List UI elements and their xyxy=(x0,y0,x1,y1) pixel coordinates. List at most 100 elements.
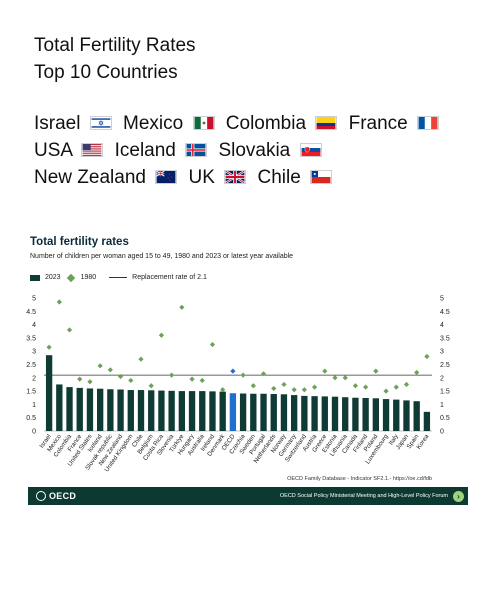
chart-legend: 2023 1980 Replacement rate of 2.1 xyxy=(30,273,207,282)
bar-2023 xyxy=(76,387,83,431)
marker-1980 xyxy=(209,341,216,348)
bar-2023 xyxy=(372,398,380,431)
marker-1980 xyxy=(322,368,328,374)
country-item: Colombia xyxy=(226,113,338,134)
y-tick-label-right: 3.5 xyxy=(440,335,450,342)
y-tick-label-left: 0 xyxy=(32,429,36,436)
marker-1980 xyxy=(352,383,359,389)
y-tick-label-left: 1.5 xyxy=(26,389,36,396)
country-name: USA xyxy=(34,140,73,161)
bar-2023 xyxy=(168,390,175,431)
marker-1980 xyxy=(189,376,195,382)
marker-1980 xyxy=(393,384,399,390)
marker-1980 xyxy=(128,377,134,384)
y-tick-label-left: 0.5 xyxy=(26,415,36,422)
legend-2023-label: 2023 xyxy=(45,274,61,281)
source-note: OECD Family Database - Indicator SF2.1.-… xyxy=(287,476,432,482)
country-name: Slovakia xyxy=(218,140,291,161)
y-tick-label-left: 3.5 xyxy=(26,335,36,342)
bar-2023 xyxy=(86,388,94,431)
bar-2023 xyxy=(311,396,318,431)
legend-bar-swatch xyxy=(30,274,40,281)
usa-flag-icon xyxy=(81,143,104,157)
country-name: UK xyxy=(188,167,215,188)
bar-2023 xyxy=(117,389,124,431)
marker-1980 xyxy=(56,299,62,305)
y-tick-label-right: 2 xyxy=(440,375,444,382)
marker-1980 xyxy=(363,384,369,390)
bar-2023 xyxy=(382,399,390,431)
bar-2023 xyxy=(45,355,53,431)
bar-2023 xyxy=(96,388,104,431)
bar-2023 xyxy=(188,391,196,431)
country-item: UK xyxy=(189,167,247,188)
marker-1980 xyxy=(199,377,205,384)
bar-2023 xyxy=(199,391,206,431)
country-name: Iceland xyxy=(114,140,176,161)
marker-1980 xyxy=(271,385,277,392)
bar-2023 xyxy=(290,395,298,431)
marker-1980 xyxy=(220,387,226,393)
marker-1980 xyxy=(311,384,318,390)
bar-2023 xyxy=(423,411,431,431)
bar-2023 xyxy=(178,391,186,431)
marker-1980 xyxy=(169,372,175,378)
bar-2023 xyxy=(239,393,247,431)
footer-text: OECD Social Policy Ministerial Meeting a… xyxy=(279,493,448,499)
marker-1980 xyxy=(332,375,338,381)
uk-flag-icon xyxy=(224,170,247,184)
marker-1980 xyxy=(66,327,73,333)
chart-title: Total fertility rates xyxy=(30,236,129,248)
chart-subtitle: Number of children per woman aged 15 to … xyxy=(30,253,294,260)
oecd-logo-icon xyxy=(36,491,46,501)
marker-1980 xyxy=(383,388,389,394)
legend-diamond-swatch xyxy=(66,273,75,282)
heading-line-1: Total Fertility Rates xyxy=(34,35,196,56)
marker-1980 xyxy=(301,387,307,393)
bar-2023 xyxy=(250,393,257,431)
y-tick-label-right: 0 xyxy=(440,429,444,436)
heading-line-2: Top 10 Countries xyxy=(34,62,178,83)
bar-2023 xyxy=(393,399,400,431)
colombia-flag-icon xyxy=(315,116,338,130)
marker-1980 xyxy=(424,353,430,360)
marker-1980 xyxy=(138,356,144,362)
marker-1980 xyxy=(117,373,124,380)
footer-bar: OECD OECD Social Policy Ministerial Meet… xyxy=(28,487,468,505)
bar-2023 xyxy=(107,389,114,431)
country-name: Colombia xyxy=(225,113,307,134)
arrow-right-icon[interactable]: › xyxy=(453,490,464,502)
marker-1980 xyxy=(46,344,52,350)
country-item: France xyxy=(348,113,440,134)
marker-1980 xyxy=(250,383,256,389)
country-name: Israel xyxy=(34,113,81,134)
marker-1980 xyxy=(281,381,287,388)
marker-1980 xyxy=(414,369,420,376)
bar-2023 xyxy=(229,393,237,431)
country-name: France xyxy=(348,113,408,134)
marker-1980 xyxy=(230,368,236,374)
bar-2023 xyxy=(260,393,267,431)
bar-2023 xyxy=(413,401,420,431)
y-tick-label-left: 4.5 xyxy=(26,309,36,316)
iceland-flag-icon xyxy=(185,143,208,157)
bar-2023 xyxy=(158,390,165,431)
oecd-logo: OECD xyxy=(36,491,76,501)
legend-line-swatch xyxy=(109,277,128,278)
slovakia-flag-icon xyxy=(299,143,322,157)
bar-2023 xyxy=(403,400,410,431)
marker-1980 xyxy=(158,332,165,338)
france-flag-icon xyxy=(417,116,440,130)
y-tick-label-right: 4 xyxy=(440,322,444,329)
y-tick-label-left: 4 xyxy=(32,322,36,329)
bar-2023 xyxy=(56,384,63,431)
country-item: New Zealand xyxy=(34,167,178,188)
bar-2023 xyxy=(137,390,145,431)
y-tick-label-left: 1 xyxy=(32,402,36,409)
country-item: Slovakia xyxy=(218,140,322,161)
marker-1980 xyxy=(77,376,83,382)
marker-1980 xyxy=(179,304,185,310)
bar-2023 xyxy=(362,398,369,431)
bar-2023 xyxy=(127,390,134,431)
marker-1980 xyxy=(107,367,113,373)
